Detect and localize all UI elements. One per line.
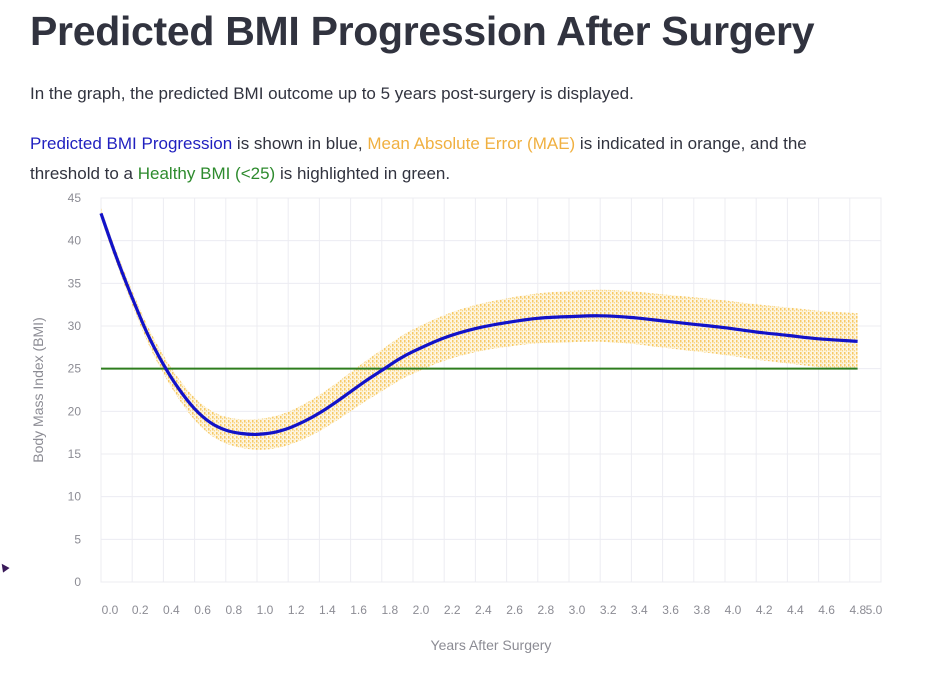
x-tick-label: 4.0	[725, 603, 742, 617]
x-tick-label: 3.6	[662, 603, 679, 617]
x-tick-label: 2.8	[537, 603, 554, 617]
x-tick-label: 2.0	[413, 603, 430, 617]
y-tick-label: 20	[68, 404, 82, 418]
legend-description-line1: Predicted BMI Progression is shown in bl…	[30, 129, 807, 159]
legend-prediction-label: Predicted BMI Progression	[30, 134, 233, 153]
x-tick-label: 4.6	[818, 603, 835, 617]
x-tick-label: 2.4	[475, 603, 492, 617]
plot-area	[100, 197, 882, 583]
x-tick-label: 2.6	[506, 603, 523, 617]
x-tick-label: 3.8	[693, 603, 710, 617]
x-axis-ticks: 0.0 0.2 0.4 0.6 0.8 1.0 1.2 1.4 1.6 1.8 2.0 2.2 2.4 2…	[102, 603, 883, 617]
y-tick-label: 35	[68, 276, 82, 290]
x-tick-label: 1.8	[381, 603, 398, 617]
x-tick-label: 3.4	[631, 603, 648, 617]
legend-text-part2: is indicated in orange, and the	[575, 134, 807, 153]
x-tick-label: 4.4	[787, 603, 804, 617]
x-tick-label: 1.6	[350, 603, 367, 617]
x-tick-label: 0.8	[225, 603, 242, 617]
x-tick-label: 4.8	[849, 603, 866, 617]
intro-text: In the graph, the predicted BMI outcome …	[30, 84, 634, 103]
y-axis-title: Body Mass Index (BMI)	[30, 317, 46, 463]
x-tick-label: 1.4	[319, 603, 336, 617]
page-title: Predicted BMI Progression After Surgery	[30, 8, 815, 54]
prediction-line-group	[99, 212, 858, 437]
x-tick-label: 2.2	[444, 603, 461, 617]
x-tick-label: 3.2	[600, 603, 617, 617]
y-tick-label: 0	[74, 575, 81, 589]
legend-text-part3: threshold to a	[30, 164, 138, 183]
y-tick-label: 10	[68, 490, 82, 504]
legend-mae-label: Mean Absolute Error (MAE)	[367, 134, 576, 153]
legend-text-part4: is highlighted in green.	[275, 164, 451, 183]
x-tick-label: 3.0	[569, 603, 586, 617]
predicted-bmi-line	[99, 212, 858, 437]
y-tick-label: 45	[68, 191, 82, 205]
x-tick-label: 0.6	[194, 603, 211, 617]
legend-text-part1: is shown in blue,	[232, 134, 368, 153]
y-tick-label: 25	[68, 362, 82, 376]
x-tick-label: 0.4	[163, 603, 180, 617]
legend-description-line2: threshold to a Healthy BMI (<25) is high…	[30, 159, 450, 189]
y-tick-label: 15	[68, 447, 82, 461]
x-tick-label: 1.2	[288, 603, 305, 617]
y-tick-label: 30	[68, 319, 82, 333]
legend-threshold-label: Healthy BMI (<25)	[137, 164, 276, 183]
x-tick-label: 0.0	[102, 603, 119, 617]
x-axis-title: Years After Surgery	[431, 637, 552, 653]
x-tick-label: 4.2	[756, 603, 773, 617]
x-tick-label: 5.0	[866, 603, 883, 617]
y-tick-label: 40	[68, 234, 82, 248]
x-tick-label: 1.0	[257, 603, 274, 617]
y-tick-label: 5	[74, 532, 81, 546]
x-tick-label: 0.2	[132, 603, 149, 617]
y-axis-ticks: 0 5 10 15 20 25 30 35 40 45	[68, 191, 82, 589]
grid	[100, 197, 882, 583]
